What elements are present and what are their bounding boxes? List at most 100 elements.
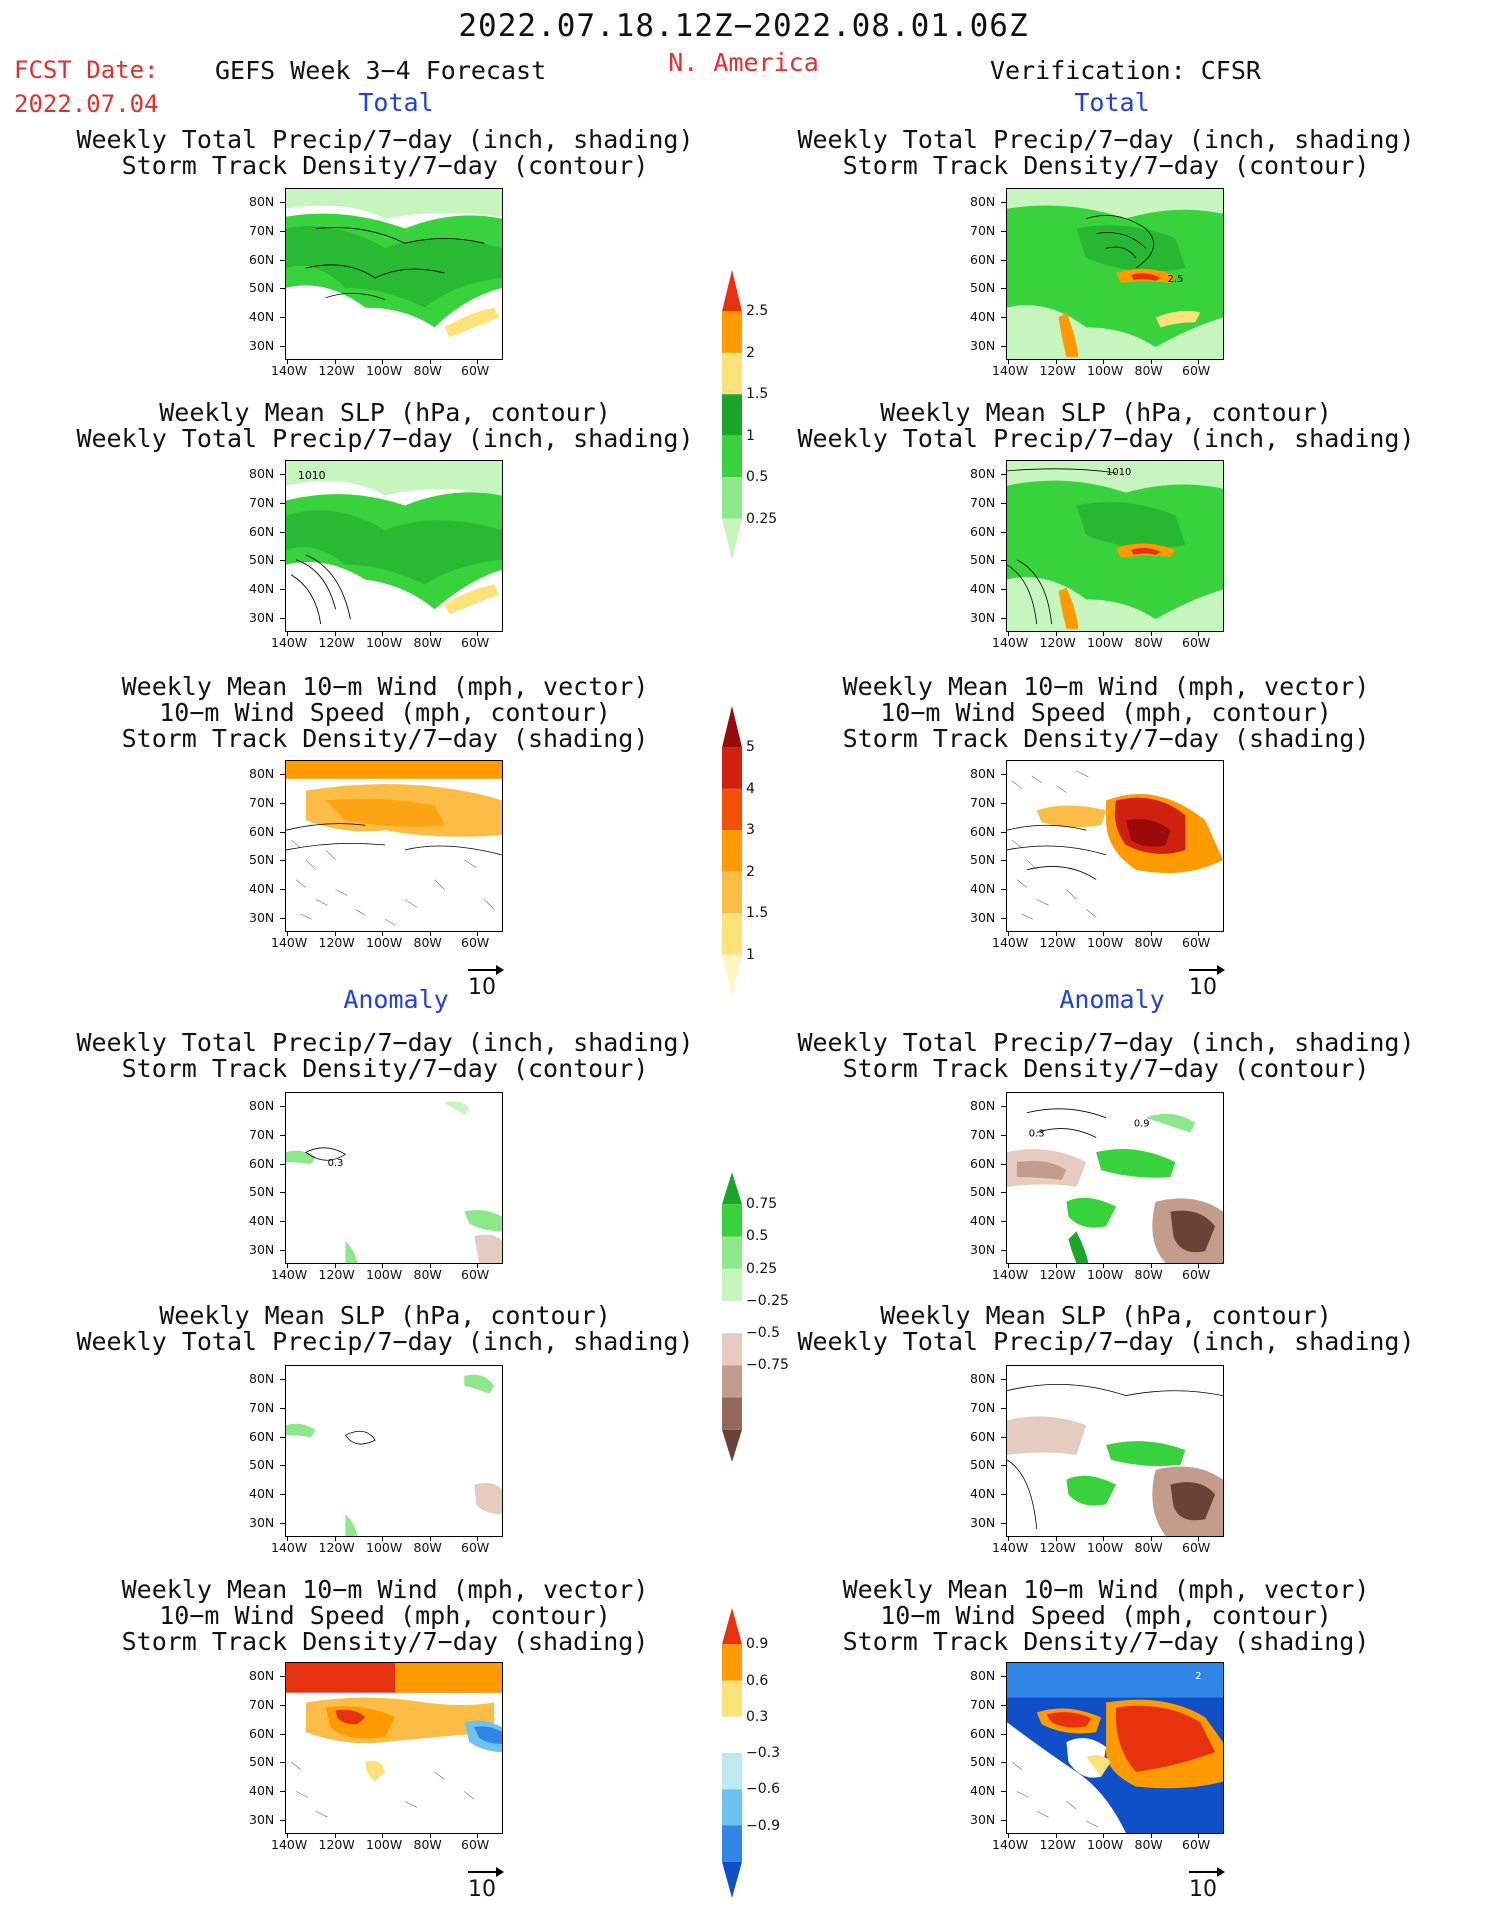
lon-tick-label: 100W bbox=[1087, 935, 1124, 950]
map-verification-anom-slp-precip bbox=[1006, 1365, 1224, 1537]
colorbar-swatch bbox=[722, 788, 742, 831]
lat-tick bbox=[1001, 1523, 1006, 1524]
lat-tick-label: 30N bbox=[970, 1812, 996, 1827]
lat-tick-label: 80N bbox=[970, 466, 996, 481]
svg-text:1010: 1010 bbox=[1106, 467, 1131, 478]
lat-tick bbox=[280, 202, 285, 203]
lat-tick bbox=[1001, 1192, 1006, 1194]
lon-tick bbox=[287, 360, 288, 364]
lon-tick bbox=[287, 1537, 288, 1541]
lon-tick bbox=[382, 632, 383, 636]
lat-tick bbox=[1001, 1221, 1006, 1223]
lat-tick-label: 80N bbox=[249, 1668, 275, 1683]
lon-tick-label: 60W bbox=[461, 1267, 490, 1282]
lat-tick-label: 60N bbox=[970, 523, 996, 539]
lat-tick bbox=[1001, 1134, 1006, 1136]
colorbar-swatch bbox=[722, 1644, 742, 1681]
panel-title-o2: Weekly Mean SLP (hPa, contour) Weekly Tot… bbox=[797, 398, 1415, 453]
lat-tick bbox=[1001, 1733, 1006, 1735]
lat-tick-label: 50N bbox=[249, 1457, 275, 1473]
lon-tick bbox=[382, 360, 383, 364]
colorbar-label: 5 bbox=[746, 739, 755, 756]
lat-tick bbox=[280, 1250, 285, 1251]
panel-title-o1: Weekly Total Precip/7−day (inch, shading… bbox=[797, 125, 1415, 180]
lon-tick bbox=[1055, 932, 1057, 936]
fcst-date-value: 2022.07.04 bbox=[14, 90, 159, 118]
panel-title-fa2: Weekly Mean SLP (hPa, contour) Weekly Tot… bbox=[76, 1301, 694, 1356]
colorbar-label: −0.5 bbox=[746, 1325, 780, 1342]
lon-tick bbox=[334, 932, 336, 936]
lon-tick bbox=[1055, 1264, 1057, 1268]
lat-tick bbox=[1001, 589, 1006, 591]
lat-tick-label: 70N bbox=[249, 1696, 275, 1712]
colorbar-swatch bbox=[722, 954, 742, 996]
panel-title-f2: Weekly Mean SLP (hPa, contour) Weekly Tot… bbox=[76, 398, 694, 453]
lon-tick-label: 100W bbox=[366, 1837, 403, 1852]
lon-tick bbox=[477, 632, 478, 636]
colorbar-label: 1.5 bbox=[746, 386, 769, 403]
lon-tick bbox=[1055, 632, 1057, 636]
colorbar-swatch bbox=[722, 1429, 742, 1462]
lon-tick bbox=[382, 1537, 383, 1541]
lon-tick-label: 140W bbox=[992, 635, 1029, 650]
lat-tick bbox=[1001, 1407, 1006, 1409]
lat-tick-label: 40N bbox=[970, 1213, 996, 1229]
lat-tick bbox=[1001, 1704, 1006, 1706]
lon-tick-label: 120W bbox=[1039, 635, 1076, 650]
colorbar-swatch bbox=[722, 477, 742, 519]
arrow-right-icon bbox=[468, 1867, 504, 1877]
lat-tick-label: 50N bbox=[970, 1754, 996, 1770]
lat-tick-label: 60N bbox=[970, 1725, 996, 1741]
lon-tick bbox=[1198, 1834, 1199, 1838]
lat-tick-label: 50N bbox=[249, 852, 275, 868]
map-forecast-anom-wind-track bbox=[285, 1662, 503, 1834]
lon-tick-label: 120W bbox=[318, 1540, 355, 1555]
lat-tick-label: 40N bbox=[970, 309, 996, 325]
vector-reference-o-anom: 10 bbox=[1189, 1867, 1225, 1902]
lat-tick-label: 40N bbox=[249, 581, 275, 597]
lat-tick-label: 40N bbox=[249, 1486, 275, 1502]
lat-tick-label: 30N bbox=[249, 1812, 275, 1827]
lat-tick-label: 80N bbox=[970, 766, 996, 781]
lat-tick bbox=[1001, 288, 1006, 290]
map-verification-anom-wind-track: 2 bbox=[1006, 1662, 1224, 1834]
lat-tick-label: 70N bbox=[249, 1399, 275, 1415]
colorbar-swatch bbox=[722, 706, 742, 748]
map-verification-anom-precip-track: 0.3 0.9 bbox=[1006, 1092, 1224, 1264]
lat-tick bbox=[280, 1820, 285, 1821]
arrow-right-icon bbox=[1189, 965, 1225, 975]
lon-tick bbox=[1055, 360, 1057, 364]
lon-tick-label: 100W bbox=[366, 1267, 403, 1282]
colorbar-swatch bbox=[722, 1608, 742, 1645]
lat-tick bbox=[1001, 1250, 1006, 1251]
colorbar-swatch bbox=[722, 1825, 742, 1862]
lon-tick-label: 80W bbox=[413, 935, 442, 950]
lat-tick bbox=[1001, 502, 1006, 504]
colorbar-label: 1 bbox=[746, 946, 755, 963]
lat-tick-label: 40N bbox=[249, 309, 275, 325]
lon-tick-label: 80W bbox=[413, 363, 442, 378]
lat-tick-label: 50N bbox=[970, 1184, 996, 1200]
lon-tick-label: 100W bbox=[1087, 635, 1124, 650]
lat-tick bbox=[1001, 259, 1006, 261]
lat-tick-label: 80N bbox=[970, 1371, 996, 1386]
lon-tick-label: 60W bbox=[461, 935, 490, 950]
lat-tick-label: 40N bbox=[249, 1213, 275, 1229]
lat-tick bbox=[280, 1379, 285, 1380]
lon-tick bbox=[382, 1834, 383, 1838]
colorbar-precip-anomaly: 0.75 0.5 0.25 −0.25 −0.5 −0.75 bbox=[722, 1172, 789, 1462]
lon-tick-label: 60W bbox=[461, 363, 490, 378]
lat-tick-label: 60N bbox=[249, 1155, 275, 1171]
colorbar-swatch bbox=[722, 747, 742, 789]
lon-tick bbox=[334, 1537, 336, 1541]
lat-tick bbox=[1001, 918, 1006, 919]
svg-text:2: 2 bbox=[1195, 1671, 1201, 1682]
lat-tick bbox=[280, 288, 285, 290]
lon-tick-label: 120W bbox=[1039, 1837, 1076, 1852]
lon-tick bbox=[334, 1834, 336, 1838]
svg-text:2.5: 2.5 bbox=[1168, 274, 1184, 285]
lon-tick-label: 120W bbox=[1039, 1540, 1076, 1555]
lon-tick-label: 140W bbox=[271, 1837, 308, 1852]
lat-tick-label: 70N bbox=[970, 222, 996, 238]
lon-tick bbox=[1103, 1834, 1104, 1838]
